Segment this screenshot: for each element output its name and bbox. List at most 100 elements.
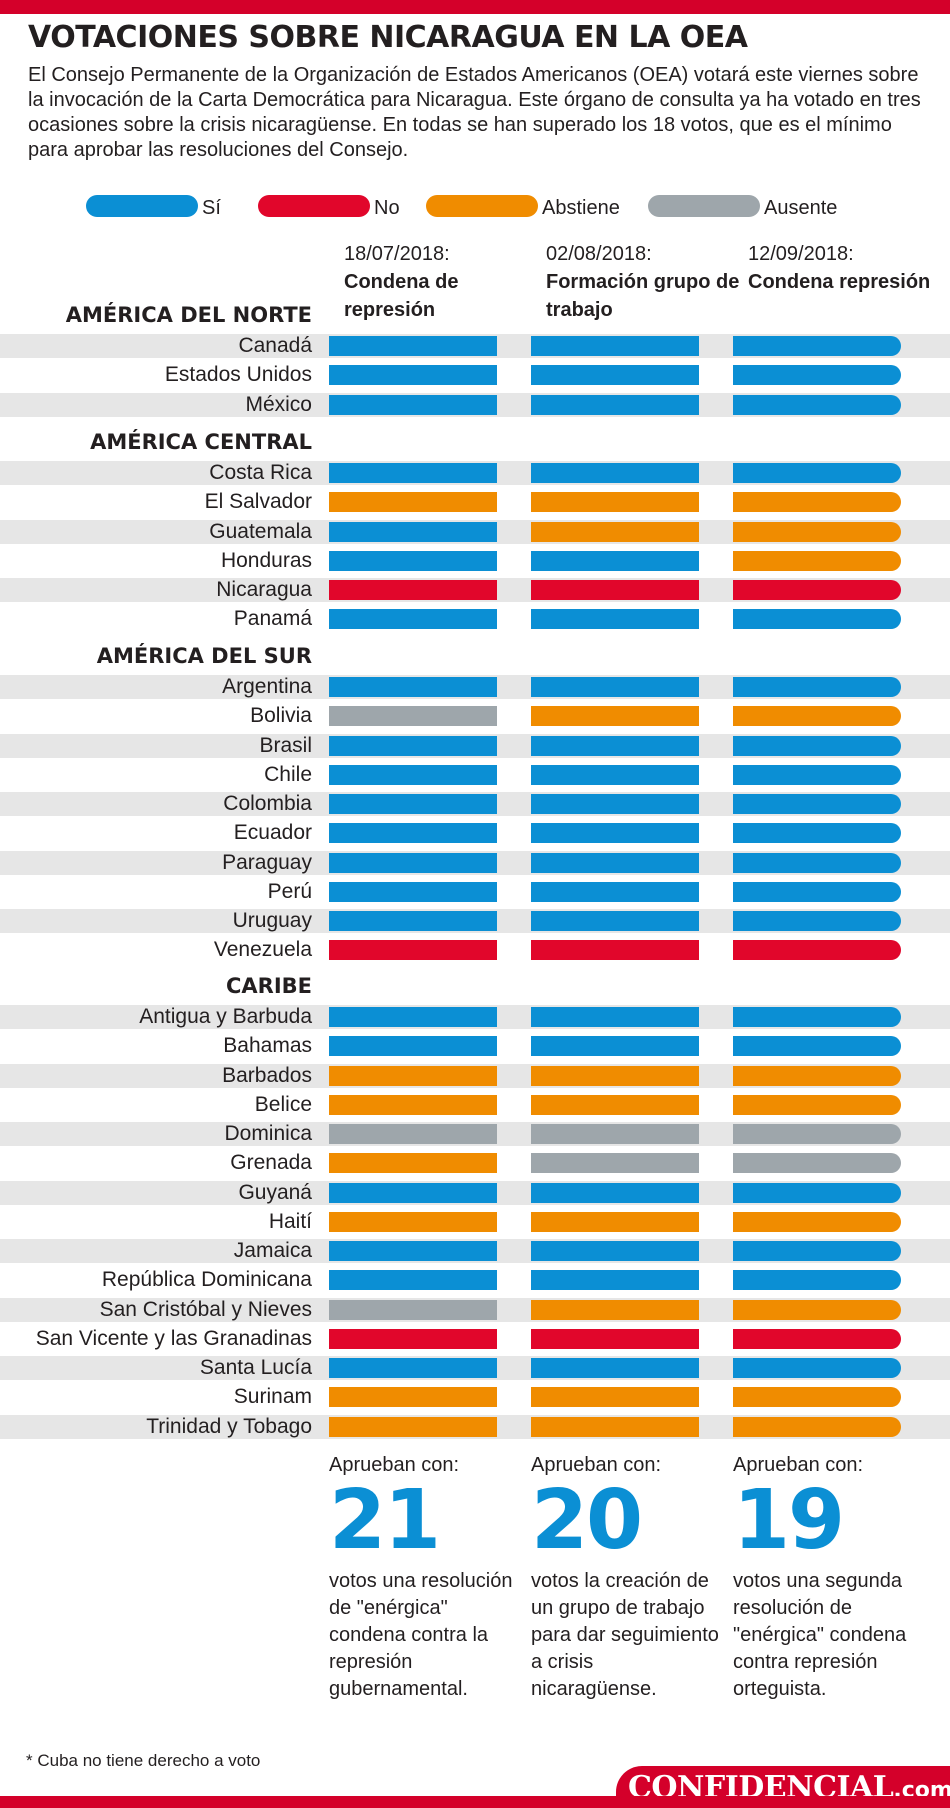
vote-bar-ausente [329,1124,497,1144]
vote-bar-si [531,1007,699,1027]
vote-bar-abstiene [531,492,699,513]
country-name: Bahamas [223,1034,312,1058]
country-name: República Dominicana [101,1268,312,1292]
vote-bar-si [733,881,901,902]
legend-swatch-ausente [648,195,760,217]
vote-bar-abstiene [329,1387,497,1408]
country-row: Estados Unidos [0,363,950,387]
vote-bar-abstiene [733,1094,901,1115]
country-row: Guyaná [0,1180,950,1205]
vote-date: 12/09/2018: [748,243,854,265]
country-name: Surinam [233,1385,312,1409]
vote-bar-si [329,881,497,902]
legend-swatch-no [258,195,370,217]
vote-bar-si [531,1270,699,1291]
vote-bar-si [733,609,901,630]
vote-bar-si [329,823,497,844]
vote-bar-abstiene [733,1299,901,1320]
country-row: Perú [0,880,950,904]
vote-bar-si [329,1007,497,1027]
vote-title: Condena represión [748,271,931,293]
vote-bar-abstiene [329,1094,497,1115]
country-name: Argentina [222,675,312,698]
country-name: San Cristóbal y Nieves [99,1297,312,1321]
vote-bar-si [329,794,497,814]
vote-bar-si [329,1182,497,1203]
vote-bar-si [531,852,699,873]
vote-bar-ausente [329,1299,497,1320]
country-row: Dominica [0,1122,950,1146]
vote-bar-si [531,1036,699,1057]
vote-title: Formación grupo de trabajo [546,271,740,321]
vote-bar-si [329,1036,497,1057]
country-name: Barbados [222,1063,312,1087]
country-name: Chile [264,762,312,786]
vote-header-2: 02/08/2018: Formación grupo de trabajo [546,240,746,324]
vote-bar-si [531,1241,699,1261]
vote-bar-no [329,1328,497,1349]
result-label: Aprueban con: [733,1454,864,1476]
vote-bar-no [733,580,901,600]
country-name: El Salvador [204,490,312,514]
vote-bar-ausente [329,706,497,727]
country-name: Antigua y Barbuda [139,1005,312,1028]
vote-bar-si [733,823,901,844]
vote-bar-si [329,1241,497,1261]
country-row: Surinam [0,1385,950,1409]
vote-bar-si [531,794,699,814]
result-count: 21 [329,1473,441,1568]
top-red-strip [0,0,950,14]
footnote: * Cuba no tiene derecho a voto [26,1751,261,1770]
vote-header-3: 12/09/2018: Condena represión [748,240,948,296]
vote-bar-si [329,1270,497,1291]
vote-bar-si [329,336,497,356]
vote-bar-si [733,394,901,415]
result-label: Aprueban con: [329,1454,460,1476]
vote-bar-si [733,1182,901,1203]
bottom-red-strip [0,1796,950,1808]
vote-bar-abstiene [531,1299,699,1320]
country-name: Costa Rica [209,461,312,484]
legend-label-si: Sí [202,197,221,219]
country-row: Chile [0,763,950,787]
vote-bar-abstiene [733,1065,901,1086]
region-heading: AMÉRICA DEL NORTE [65,303,312,327]
vote-bar-si [733,1007,901,1027]
country-row: Nicaragua [0,578,950,602]
vote-bar-si [329,365,497,386]
country-row: Jamaica [0,1239,950,1263]
legend: Sí No Abstiene Ausente [86,193,946,223]
country-name: Honduras [220,548,312,572]
country-name: Belice [254,1092,312,1116]
region-heading: CARIBE [226,974,312,998]
vote-bar-abstiene [531,1094,699,1115]
region-heading: AMÉRICA DEL SUR [96,644,312,668]
vote-bar-no [733,940,901,961]
result-description: votos una segunda resolución de "enérgic… [733,1570,907,1700]
vote-bar-abstiene [733,706,901,727]
vote-bar-abstiene [733,521,901,542]
country-row: Grenada [0,1151,950,1175]
country-row: Guatemala [0,519,950,544]
vote-bar-si [531,550,699,571]
legend-swatch-si [86,195,198,217]
vote-bar-no [531,580,699,600]
vote-bar-si [733,794,901,814]
legend-label-ausente: Ausente [764,197,838,219]
vote-bar-no [531,1328,699,1349]
vote-bar-abstiene [531,706,699,727]
vote-bar-no [329,580,497,600]
vote-header-1: 18/07/2018: Condena de represión [344,240,544,324]
country-row: Bahamas [0,1034,950,1058]
country-row: Haití [0,1210,950,1234]
vote-bar-si [531,1358,699,1378]
vote-bar-si [733,911,901,931]
result-description: votos una resolución de "enérgica" conde… [329,1570,513,1700]
result-count: 20 [531,1473,643,1568]
country-row: Costa Rica [0,461,950,485]
vote-bar-si [329,911,497,931]
country-name: Estados Unidos [164,363,312,387]
country-name: Brasil [259,733,312,757]
vote-bar-si [733,852,901,873]
vote-bar-si [329,609,497,630]
